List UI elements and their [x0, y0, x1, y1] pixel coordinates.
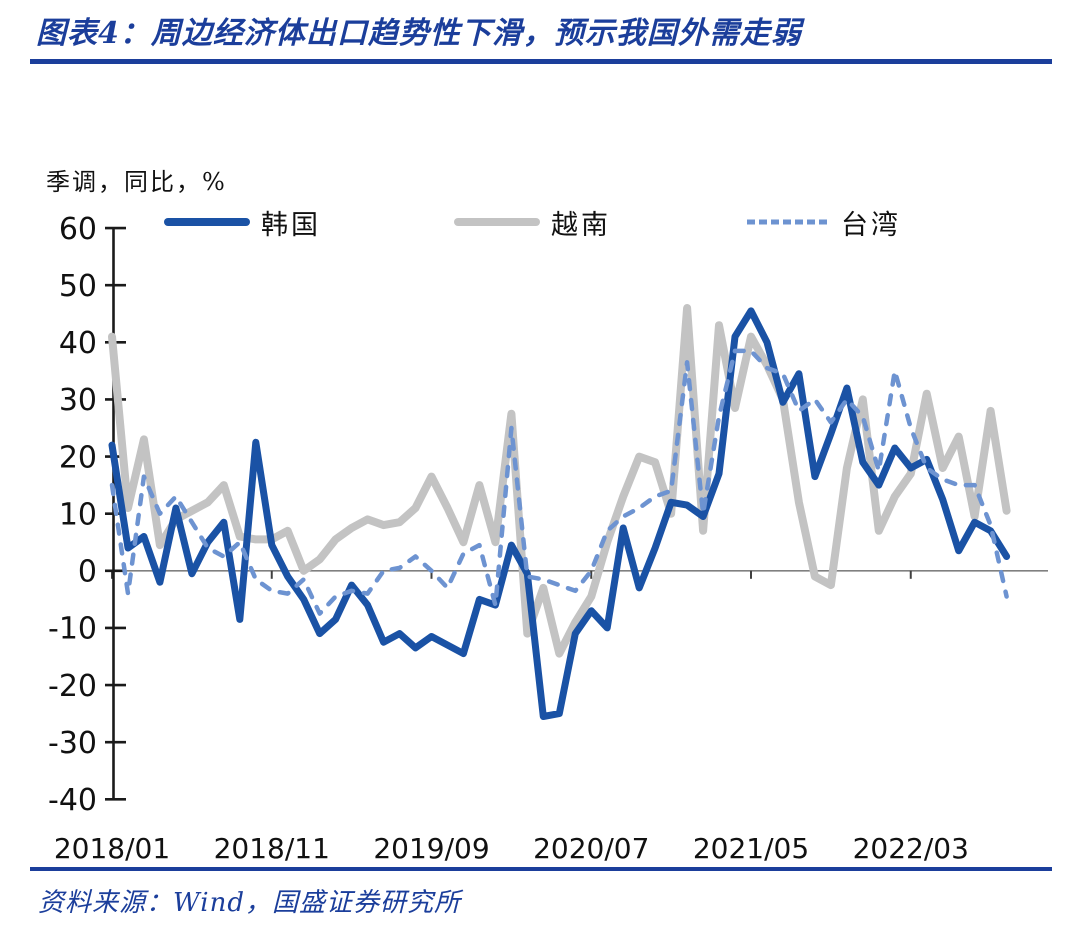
- y-axis-tick-label: 30: [59, 383, 97, 418]
- x-axis-tick-label: 2018/01: [54, 832, 170, 865]
- x-axis-tick-label: 2020/07: [533, 832, 649, 865]
- legend-item-korea: 韩国: [163, 206, 321, 241]
- taiwan-series-line: [109, 348, 1009, 616]
- x-axis-tick-label: 2018/11: [214, 832, 330, 865]
- legend-item-taiwan: 台湾: [743, 206, 901, 241]
- y-axis-tick-label: 0: [78, 555, 97, 590]
- legend-label-korea: 韩国: [261, 209, 321, 241]
- y-axis-tick-label: -10: [48, 612, 97, 647]
- korea-line-swatch: [164, 218, 250, 226]
- legend-label-taiwan: 台湾: [841, 209, 901, 241]
- x-axis-tick-label: 2021/05: [693, 832, 809, 865]
- korea-series-line: [108, 307, 1011, 720]
- footer-divider: [30, 867, 1052, 871]
- y-axis-tick-label: 60: [59, 212, 97, 247]
- y-axis-tick-label: -20: [48, 669, 97, 704]
- legend-item-vietnam: 越南: [453, 206, 611, 241]
- axis-unit-label: 季调，同比，%: [46, 168, 227, 196]
- y-axis-tick-label: 20: [59, 440, 97, 475]
- source-note: 资料来源：Wind，国盛证券研究所: [38, 888, 461, 918]
- title-divider: [30, 59, 1052, 64]
- y-axis-tick-label: 50: [59, 269, 97, 304]
- x-axis-tick-label: 2019/09: [373, 832, 489, 865]
- y-axis-tick-label: 10: [59, 497, 97, 532]
- taiwan-line-swatch: [747, 219, 827, 225]
- chart-title: 图表4：周边经济体出口趋势性下滑，预示我国外需走弱: [36, 16, 802, 51]
- y-axis-tick-label: -40: [48, 783, 97, 818]
- legend-label-vietnam: 越南: [551, 209, 611, 241]
- y-axis-tick-label: 40: [59, 326, 97, 361]
- y-axis-tick-label: -30: [48, 726, 97, 761]
- vietnam-line-swatch: [454, 218, 540, 226]
- x-axis-tick-label: 2022/03: [853, 832, 969, 865]
